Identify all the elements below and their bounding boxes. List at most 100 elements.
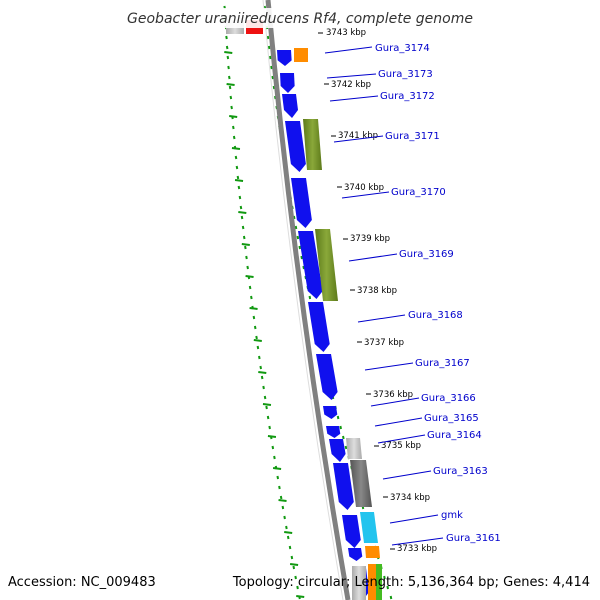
gc-dot bbox=[266, 415, 270, 420]
gene-arrow[interactable] bbox=[342, 515, 361, 548]
gene-arrow[interactable] bbox=[282, 94, 298, 118]
gc-dash bbox=[296, 595, 305, 598]
gc-dot bbox=[279, 495, 283, 500]
genome-summary: Topology: circular; Length: 5,136,364 bp… bbox=[232, 575, 590, 590]
gc-dot bbox=[265, 405, 268, 410]
gene-label-gura-3163[interactable]: Gura_3163 bbox=[433, 466, 488, 477]
gene-label-gmk[interactable]: gmk bbox=[441, 510, 463, 521]
gc-dot bbox=[336, 415, 340, 420]
kbp-label-3736: 3736 kbp bbox=[373, 390, 413, 400]
gene-arrow[interactable] bbox=[280, 73, 295, 93]
title-backdrop bbox=[128, 8, 473, 28]
gc-dot bbox=[242, 235, 246, 240]
gene-label-gura-3174[interactable]: Gura_3174 bbox=[375, 43, 430, 54]
gc-dot bbox=[389, 595, 393, 600]
gene-arrow[interactable] bbox=[291, 178, 312, 228]
gene-label-gura-3161[interactable]: Gura_3161 bbox=[446, 533, 501, 544]
gc-dot bbox=[232, 135, 236, 140]
gc-dot bbox=[272, 85, 276, 90]
kbp-label-3741: 3741 kbp bbox=[338, 131, 378, 141]
gene-arrow[interactable] bbox=[308, 302, 330, 352]
gene-label-gura-3172[interactable]: Gura_3172 bbox=[380, 91, 435, 102]
gene-arrow[interactable] bbox=[326, 426, 341, 438]
gene-label-gura-3173[interactable]: Gura_3173 bbox=[378, 69, 433, 80]
gc-dot bbox=[344, 445, 348, 450]
gc-dash bbox=[226, 83, 235, 86]
gene-label-gura-3164[interactable]: Gura_3164 bbox=[427, 430, 482, 441]
kbp-label-3738: 3738 kbp bbox=[357, 286, 397, 296]
gc-dot bbox=[270, 65, 273, 70]
gc-dot bbox=[227, 65, 230, 70]
gc-dash bbox=[253, 339, 262, 342]
gc-dot bbox=[235, 165, 239, 170]
gene-label-gura-3165[interactable]: Gura_3165 bbox=[424, 413, 479, 424]
map-title: Geobacter uraniireducens Rf4, complete g… bbox=[127, 11, 473, 27]
gc-dot bbox=[285, 525, 288, 530]
gc-dot bbox=[308, 295, 312, 300]
gc-dash bbox=[231, 147, 241, 150]
gc-dot bbox=[237, 185, 241, 190]
gc-dot bbox=[294, 225, 298, 230]
gc-dot bbox=[276, 475, 280, 480]
gc-dot bbox=[229, 95, 233, 100]
gc-dot bbox=[263, 395, 267, 400]
gc-dot bbox=[238, 195, 242, 200]
gc-dash bbox=[284, 531, 293, 534]
gc-dot bbox=[255, 335, 258, 340]
cds-gray-3164 bbox=[346, 438, 362, 459]
gc-dash bbox=[262, 403, 272, 406]
gene-arrow[interactable] bbox=[323, 406, 338, 419]
gc-dot bbox=[225, 45, 229, 50]
kbp-label-3743: 3743 kbp bbox=[326, 28, 366, 38]
gc-dot bbox=[290, 555, 294, 560]
gc-dash bbox=[278, 499, 287, 502]
cds-gray-bottom bbox=[352, 566, 366, 600]
cds-orange-3174 bbox=[294, 48, 308, 62]
gc-dash bbox=[289, 563, 299, 566]
gene-label-gura-3170[interactable]: Gura_3170 bbox=[391, 187, 446, 198]
gc-dot bbox=[296, 585, 299, 590]
gc-dot bbox=[234, 155, 238, 160]
gene-arrow[interactable] bbox=[348, 548, 363, 561]
gc-dash bbox=[245, 275, 254, 278]
kbp-label-3742: 3742 kbp bbox=[331, 80, 371, 90]
gene-label-gura-3167[interactable]: Gura_3167 bbox=[415, 358, 470, 369]
gene-arrow[interactable] bbox=[277, 50, 292, 66]
gc-dot bbox=[262, 385, 265, 390]
gc-dot bbox=[241, 225, 245, 230]
gene-arrow[interactable] bbox=[316, 354, 338, 400]
gc-dot bbox=[300, 255, 303, 260]
cds-cyan-gmk bbox=[360, 512, 378, 543]
gc-dot bbox=[283, 515, 286, 520]
gc-dot bbox=[250, 295, 253, 300]
gene-arrow[interactable] bbox=[285, 121, 306, 172]
gene-arrow[interactable] bbox=[298, 231, 323, 299]
gene-arrow[interactable] bbox=[329, 439, 346, 462]
gc-dot bbox=[273, 455, 276, 460]
gc-dot bbox=[244, 245, 247, 250]
gene-label-gura-3171[interactable]: Gura_3171 bbox=[385, 131, 440, 142]
gc-dash bbox=[267, 435, 277, 438]
gene-label-gura-3169[interactable]: Gura_3169 bbox=[399, 249, 454, 260]
gc-dot bbox=[258, 355, 261, 360]
gc-dot bbox=[236, 175, 240, 180]
gc-dot bbox=[226, 55, 230, 60]
gc-dot bbox=[292, 565, 296, 570]
gene-label-gura-3166[interactable]: Gura_3166 bbox=[421, 393, 476, 404]
kbp-label-3735: 3735 kbp bbox=[381, 441, 421, 451]
gc-dot bbox=[232, 125, 235, 130]
gc-dot bbox=[302, 265, 305, 270]
gc-dot bbox=[296, 235, 300, 240]
gc-dot bbox=[339, 425, 342, 430]
accession-label: Accession: NC_009483 bbox=[8, 575, 156, 590]
gene-label-gura-3168[interactable]: Gura_3168 bbox=[408, 310, 463, 321]
gc-dash bbox=[249, 307, 258, 310]
gc-dot bbox=[288, 545, 292, 550]
gc-dot bbox=[298, 245, 302, 250]
gc-dot bbox=[383, 575, 386, 580]
kbp-label-3734: 3734 kbp bbox=[390, 493, 430, 503]
gc-dash bbox=[238, 211, 247, 214]
gc-dash bbox=[234, 179, 244, 182]
gene-arrow[interactable] bbox=[333, 463, 354, 510]
